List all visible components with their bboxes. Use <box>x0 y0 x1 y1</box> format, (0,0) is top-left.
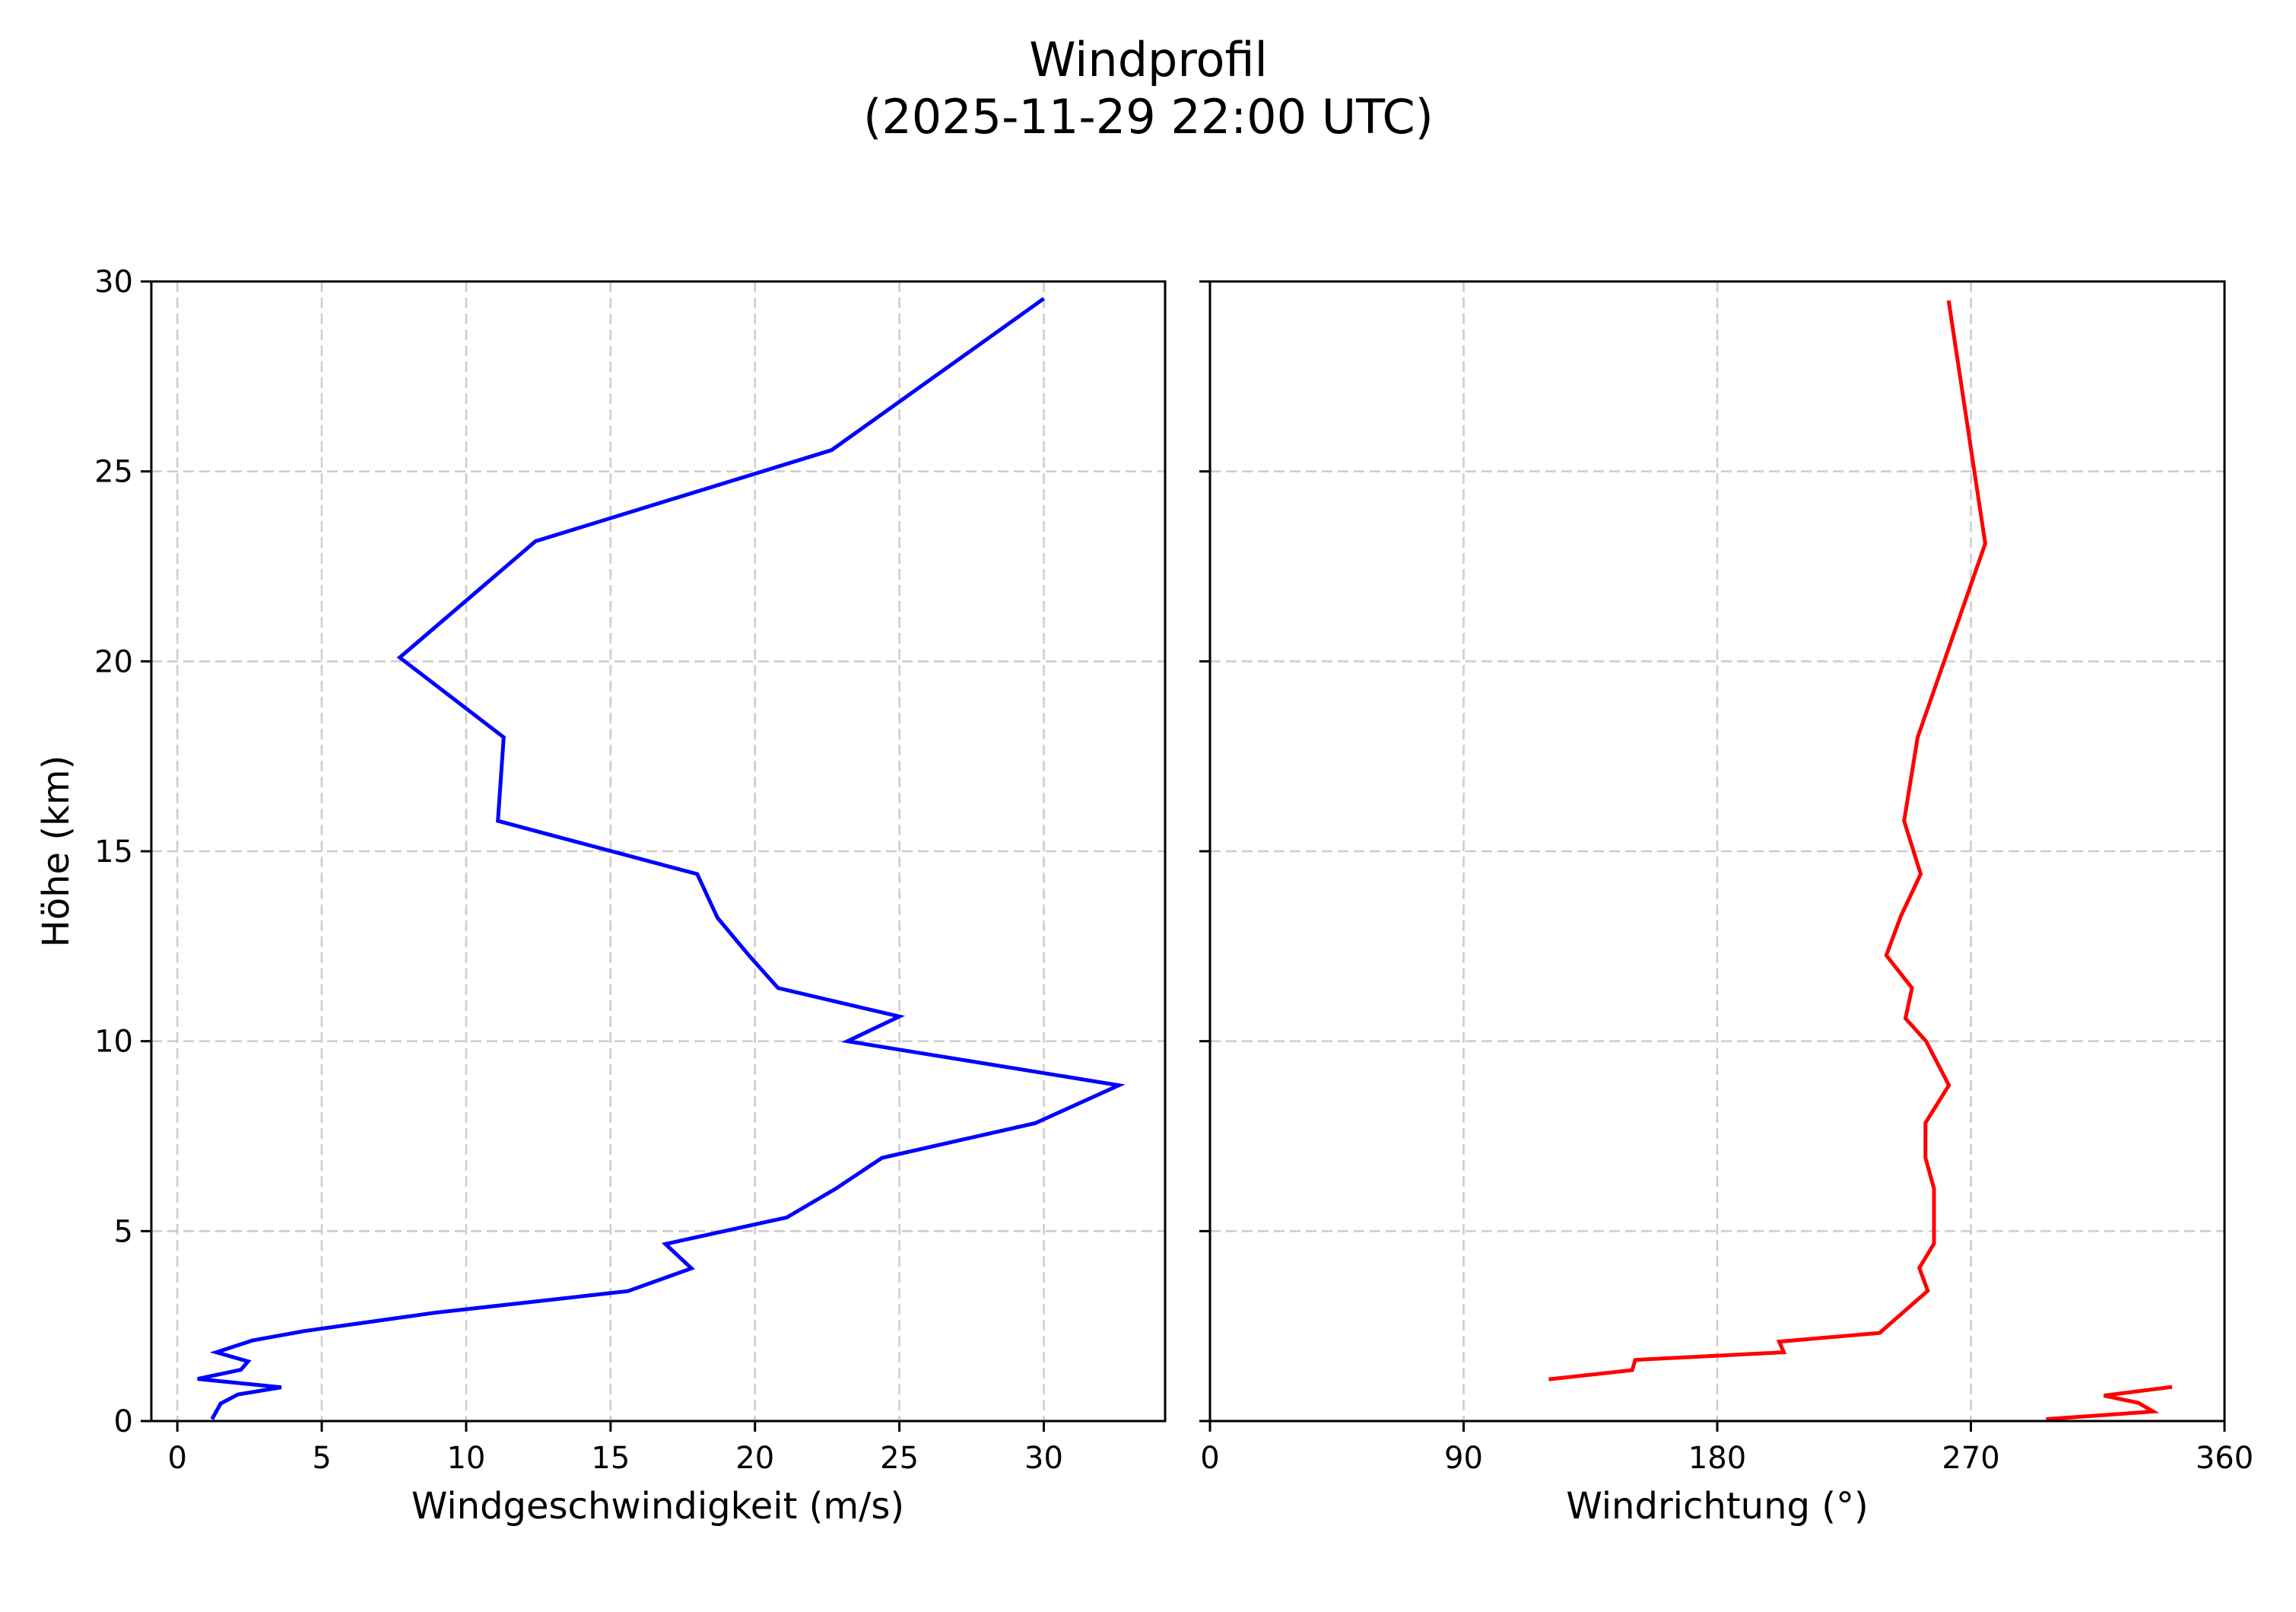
speed-ticks: 0 5 10 15 20 25 30 0 5 10 15 20 25 30 <box>94 265 1063 1476</box>
speed-profile-line <box>197 297 1126 1420</box>
direction-axes-frame <box>1208 280 2226 1423</box>
direction-xtick-label: 360 <box>2196 1441 2253 1476</box>
speed-xtick-label: 30 <box>1024 1441 1063 1476</box>
speed-axes-frame <box>150 280 1167 1423</box>
speed-ytick-label: 30 <box>94 265 133 300</box>
direction-xtick-label: 0 <box>1200 1441 1219 1476</box>
speed-ytick-label: 25 <box>94 455 133 490</box>
height-y-axis-label: Höhe (km) <box>35 755 78 948</box>
speed-ytick-label: 20 <box>94 644 133 679</box>
direction-profile-segment <box>1548 300 1987 1381</box>
direction-profile-lines <box>1548 300 2173 1421</box>
direction-xtick-label: 270 <box>1942 1441 1999 1476</box>
figure-title-line1: Windprofil <box>1029 32 1268 87</box>
speed-xtick-label: 0 <box>167 1441 186 1476</box>
speed-xtick-label: 5 <box>312 1441 331 1476</box>
speed-ytick-label: 10 <box>94 1025 133 1060</box>
speed-xtick-label: 15 <box>591 1441 630 1476</box>
speed-ytick-label: 15 <box>94 835 133 870</box>
speed-xtick-label: 25 <box>880 1441 919 1476</box>
figure-title-line2: (2025-11-29 22:00 UTC) <box>863 89 1434 145</box>
speed-axes: 0 5 10 15 20 25 30 0 5 10 15 20 25 30 Windgeschwindig… <box>35 265 1167 1528</box>
direction-xtick-label: 180 <box>1688 1441 1746 1476</box>
speed-ytick-label: 5 <box>114 1214 133 1249</box>
direction-x-axis-label: Windrichtung (°) <box>1566 1485 1868 1528</box>
direction-axes: 0 90 180 270 360 Windrichtung (°) <box>1199 280 2253 1528</box>
speed-x-axis-label: Windgeschwindigkeit (m/s) <box>411 1485 904 1528</box>
speed-xtick-label: 20 <box>735 1441 774 1476</box>
direction-ticks: 0 90 180 270 360 <box>1199 280 2253 1476</box>
speed-ytick-label: 0 <box>114 1404 133 1439</box>
direction-xtick-label: 90 <box>1444 1441 1483 1476</box>
speed-xtick-label: 10 <box>446 1441 485 1476</box>
direction-profile-segment <box>2046 1385 2173 1421</box>
